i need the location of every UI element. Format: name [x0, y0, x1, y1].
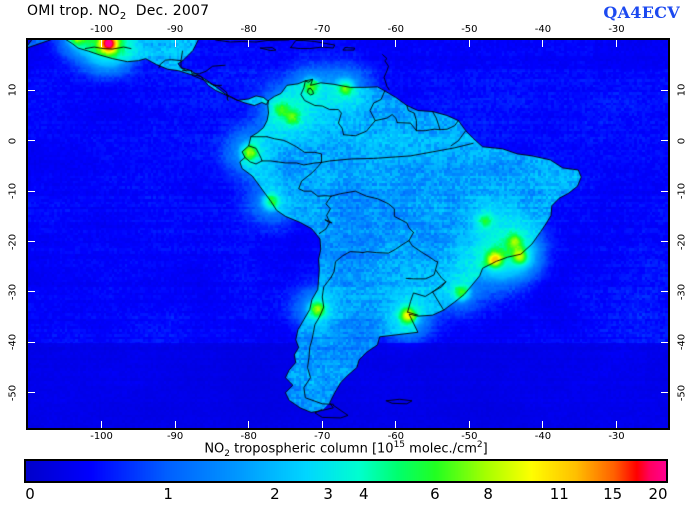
xtick-top--40: [542, 40, 544, 47]
ytick-right--10: [661, 190, 668, 192]
colorbar-tick-1: 1: [163, 485, 173, 503]
xtick-bottom--30: [616, 421, 617, 428]
x-axis-label-bottom--90: -90: [166, 431, 184, 442]
colorbar-tick-20: 20: [648, 485, 668, 503]
cbar-subscript: 2: [224, 448, 231, 459]
xtick-bottom--80: [248, 421, 250, 428]
cbar-bracket: ]: [482, 441, 488, 457]
title-subscript: 2: [119, 10, 127, 22]
title-species: OMI trop. NO: [27, 3, 120, 19]
ytick-left--30: [28, 291, 35, 293]
ytick-right-10: [661, 89, 668, 91]
xtick-top--60: [395, 40, 397, 47]
xtick-top--50: [468, 40, 470, 47]
xtick-top--90: [174, 40, 176, 47]
title-date: Dec. 2007: [135, 3, 210, 19]
y-axis-label-right--40: -40: [676, 334, 688, 351]
y-axis-label-right-10: 10: [676, 84, 688, 97]
x-axis-label-top--80: -80: [240, 24, 257, 35]
y-axis-label-left--50: -50: [7, 384, 19, 401]
colorbar-tick-3: 3: [323, 485, 333, 503]
colorbar-tick-6: 6: [430, 485, 440, 503]
colorbar: [24, 459, 668, 483]
cbar-unit-exponent: 2: [476, 440, 483, 450]
y-axis-label-right-0: 0: [676, 137, 688, 144]
cbar-midtext: tropospheric column [10: [230, 441, 394, 457]
x-axis-label-bottom--50: -50: [461, 431, 478, 442]
x-axis-label-top--90: -90: [166, 24, 184, 35]
x-axis-label-top--30: -30: [608, 24, 625, 35]
ytick-left--50: [28, 392, 35, 394]
ytick-left--10: [28, 190, 35, 192]
ytick-right--20: [661, 241, 668, 243]
y-axis-label-right--10: -10: [676, 182, 688, 200]
xtick-top--70: [321, 40, 323, 47]
x-axis-label-bottom--100: -100: [90, 431, 113, 442]
colorbar-tick-4: 4: [359, 485, 369, 503]
y-axis-label-left-0: 0: [7, 137, 19, 144]
colorbar-tick-2: 2: [270, 485, 280, 503]
cbar-exponent: 15: [393, 440, 406, 450]
colorbar-tick-0: 0: [25, 485, 35, 503]
xtick-bottom--40: [542, 421, 544, 428]
y-axis-label-left-10: 10: [7, 84, 19, 97]
ytick-right--50: [661, 392, 668, 394]
y-axis-label-right--50: -50: [676, 384, 688, 401]
colorbar-gradient: [26, 461, 666, 481]
ytick-left--40: [28, 341, 35, 343]
x-axis-label-top--100: -100: [90, 24, 113, 35]
colorbar-tick-15: 15: [603, 485, 623, 503]
cbar-unit: molec./cm: [405, 441, 477, 457]
x-axis-label-top--70: -70: [314, 24, 331, 35]
x-axis-label-top--60: -60: [387, 24, 404, 35]
x-axis-label-bottom--60: -60: [387, 431, 404, 442]
x-axis-label-bottom--80: -80: [240, 431, 257, 442]
x-axis-label-bottom--40: -40: [534, 431, 552, 442]
xtick-top--30: [616, 40, 617, 47]
colorbar-title: NO2 tropospheric column [1015 molec./cm2…: [204, 440, 487, 459]
x-axis-label-top--40: -40: [534, 24, 552, 35]
xtick-top--80: [248, 40, 250, 47]
y-axis-label-right--30: -30: [676, 283, 688, 301]
map-plot-area: [26, 38, 670, 430]
xtick-bottom--60: [395, 421, 397, 428]
y-axis-label-left--40: -40: [7, 334, 19, 351]
no2-heatmap-canvas: [28, 40, 668, 428]
y-axis-label-left--20: -20: [7, 233, 19, 250]
cbar-species: NO: [204, 441, 225, 457]
figure-title: OMI trop. NO2 Dec. 2007: [27, 3, 209, 22]
xtick-bottom--50: [468, 421, 470, 428]
ytick-left-10: [28, 89, 35, 91]
xtick-bottom--100: [101, 421, 103, 428]
x-axis-label-bottom--70: -70: [314, 431, 331, 442]
x-axis-label-top--50: -50: [461, 24, 478, 35]
y-axis-label-left--30: -30: [7, 283, 19, 301]
ytick-right--40: [661, 341, 668, 343]
y-axis-label-left--10: -10: [7, 182, 19, 200]
ytick-right-0: [661, 140, 668, 142]
ytick-left--20: [28, 241, 35, 243]
qa4ecv-logo: QA4ECV: [603, 3, 680, 22]
x-axis-label-bottom--30: -30: [608, 431, 625, 442]
xtick-bottom--70: [321, 421, 323, 428]
y-axis-label-right--20: -20: [676, 233, 688, 250]
xtick-top--100: [101, 40, 103, 47]
ytick-right--30: [661, 291, 668, 293]
ytick-left-0: [28, 140, 35, 142]
colorbar-tick-11: 11: [549, 485, 569, 503]
xtick-bottom--90: [174, 421, 176, 428]
colorbar-tick-8: 8: [483, 485, 493, 503]
